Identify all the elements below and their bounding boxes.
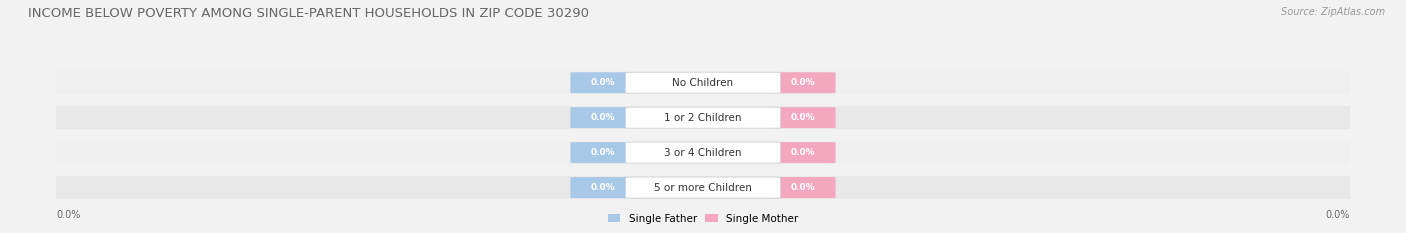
Text: 3 or 4 Children: 3 or 4 Children <box>664 148 742 158</box>
FancyBboxPatch shape <box>770 177 835 198</box>
Text: 0.0%: 0.0% <box>792 148 815 157</box>
Text: 0.0%: 0.0% <box>591 148 614 157</box>
Text: 0.0%: 0.0% <box>56 210 80 220</box>
FancyBboxPatch shape <box>46 71 1360 94</box>
Text: 0.0%: 0.0% <box>591 113 614 122</box>
Text: 0.0%: 0.0% <box>792 113 815 122</box>
Text: 0.0%: 0.0% <box>792 183 815 192</box>
FancyBboxPatch shape <box>571 107 636 128</box>
Text: 0.0%: 0.0% <box>792 78 815 87</box>
FancyBboxPatch shape <box>770 142 835 163</box>
FancyBboxPatch shape <box>46 106 1360 129</box>
Legend: Single Father, Single Mother: Single Father, Single Mother <box>603 209 803 228</box>
FancyBboxPatch shape <box>626 177 780 198</box>
FancyBboxPatch shape <box>46 141 1360 164</box>
FancyBboxPatch shape <box>770 72 835 93</box>
FancyBboxPatch shape <box>770 107 835 128</box>
FancyBboxPatch shape <box>571 177 636 198</box>
Text: 1 or 2 Children: 1 or 2 Children <box>664 113 742 123</box>
Text: No Children: No Children <box>672 78 734 88</box>
FancyBboxPatch shape <box>571 142 636 163</box>
Text: 0.0%: 0.0% <box>1326 210 1350 220</box>
Text: Source: ZipAtlas.com: Source: ZipAtlas.com <box>1281 7 1385 17</box>
Text: 5 or more Children: 5 or more Children <box>654 183 752 192</box>
Text: 0.0%: 0.0% <box>591 78 614 87</box>
FancyBboxPatch shape <box>626 72 780 93</box>
FancyBboxPatch shape <box>626 142 780 163</box>
FancyBboxPatch shape <box>46 176 1360 199</box>
FancyBboxPatch shape <box>571 72 636 93</box>
FancyBboxPatch shape <box>626 107 780 128</box>
Text: 0.0%: 0.0% <box>591 183 614 192</box>
Text: INCOME BELOW POVERTY AMONG SINGLE-PARENT HOUSEHOLDS IN ZIP CODE 30290: INCOME BELOW POVERTY AMONG SINGLE-PARENT… <box>28 7 589 20</box>
